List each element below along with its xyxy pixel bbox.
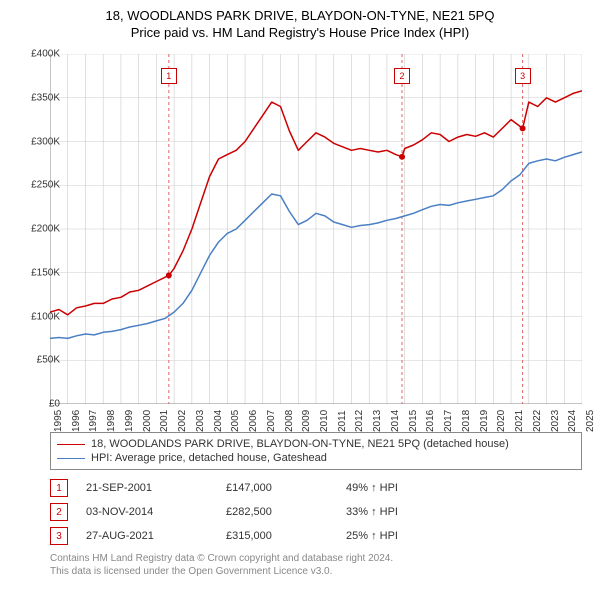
x-tick-label: 2018 [461, 410, 472, 432]
x-tick-label: 1999 [124, 410, 135, 432]
callout-row: 2 03-NOV-2014£282,50033% ↑ HPI [50, 500, 582, 524]
callout-row: 3 27-AUG-2021£315,00025% ↑ HPI [50, 524, 582, 548]
x-tick-label: 2005 [230, 410, 241, 432]
x-tick-label: 2008 [284, 410, 295, 432]
callout-badge: 1 [50, 479, 68, 497]
x-tick-label: 2021 [514, 410, 525, 432]
legend-label: 18, WOODLANDS PARK DRIVE, BLAYDON-ON-TYN… [91, 438, 509, 450]
x-tick-label: 2025 [585, 410, 596, 432]
legend-label: HPI: Average price, detached house, Gate… [91, 452, 327, 464]
x-tick-label: 2010 [319, 410, 330, 432]
y-tick-label: £250K [14, 180, 60, 191]
callouts-table: 1 21-SEP-2001£147,00049% ↑ HPI 2 03-NOV-201… [50, 476, 582, 548]
y-tick-label: £50K [14, 355, 60, 366]
plot-svg [50, 54, 582, 404]
legend-item: HPI: Average price, detached house, Gate… [57, 451, 575, 465]
titles: 18, WOODLANDS PARK DRIVE, BLAYDON-ON-TYN… [0, 0, 600, 40]
x-tick-label: 2011 [337, 410, 348, 432]
callout-date: 27-AUG-2021 [86, 530, 226, 542]
x-tick-label: 2003 [195, 410, 206, 432]
marker-badge: 1 [161, 68, 177, 84]
callout-price: £147,000 [226, 482, 346, 494]
callout-badge: 2 [50, 503, 68, 521]
y-tick-label: £400K [14, 49, 60, 60]
x-tick-label: 2001 [159, 410, 170, 432]
y-tick-label: £200K [14, 224, 60, 235]
x-tick-label: 2015 [408, 410, 419, 432]
callout-pct: 33% ↑ HPI [346, 506, 398, 518]
legend-swatch [57, 458, 85, 459]
y-tick-label: £100K [14, 311, 60, 322]
x-tick-label: 2002 [177, 410, 188, 432]
x-tick-label: 2022 [532, 410, 543, 432]
callout-pct: 49% ↑ HPI [346, 482, 398, 494]
callout-pct: 25% ↑ HPI [346, 530, 398, 542]
footer-line-2: This data is licensed under the Open Gov… [50, 565, 582, 578]
callout-date: 21-SEP-2001 [86, 482, 226, 494]
x-tick-label: 2009 [301, 410, 312, 432]
x-tick-label: 2007 [266, 410, 277, 432]
title-line-2: Price paid vs. HM Land Registry's House … [0, 25, 600, 40]
marker-badge: 3 [515, 68, 531, 84]
x-tick-label: 1998 [106, 410, 117, 432]
callout-row: 1 21-SEP-2001£147,00049% ↑ HPI [50, 476, 582, 500]
y-tick-label: £150K [14, 267, 60, 278]
x-tick-label: 2004 [213, 410, 224, 432]
chart-area [50, 54, 582, 404]
legend-swatch [57, 444, 85, 445]
x-tick-label: 2012 [354, 410, 365, 432]
callout-price: £282,500 [226, 506, 346, 518]
y-tick-label: £300K [14, 136, 60, 147]
y-tick-label: £350K [14, 92, 60, 103]
x-tick-label: 2000 [142, 410, 153, 432]
y-tick-label: £0 [14, 399, 60, 410]
x-tick-label: 2020 [496, 410, 507, 432]
callout-price: £315,000 [226, 530, 346, 542]
footer-line-1: Contains HM Land Registry data © Crown c… [50, 552, 582, 565]
x-tick-label: 1996 [71, 410, 82, 432]
x-tick-label: 1997 [88, 410, 99, 432]
x-tick-label: 2006 [248, 410, 259, 432]
x-tick-label: 1995 [53, 410, 64, 432]
footer: Contains HM Land Registry data © Crown c… [50, 552, 582, 578]
legend-item: 18, WOODLANDS PARK DRIVE, BLAYDON-ON-TYN… [57, 437, 575, 451]
callout-date: 03-NOV-2014 [86, 506, 226, 518]
figure: 18, WOODLANDS PARK DRIVE, BLAYDON-ON-TYN… [0, 0, 600, 590]
title-line-1: 18, WOODLANDS PARK DRIVE, BLAYDON-ON-TYN… [0, 8, 600, 23]
marker-badge: 2 [394, 68, 410, 84]
x-tick-label: 2013 [372, 410, 383, 432]
x-tick-label: 2014 [390, 410, 401, 432]
x-tick-label: 2024 [567, 410, 578, 432]
callout-badge: 3 [50, 527, 68, 545]
x-tick-label: 2023 [550, 410, 561, 432]
x-tick-label: 2017 [443, 410, 454, 432]
legend: 18, WOODLANDS PARK DRIVE, BLAYDON-ON-TYN… [50, 432, 582, 470]
x-tick-label: 2019 [479, 410, 490, 432]
x-tick-label: 2016 [425, 410, 436, 432]
